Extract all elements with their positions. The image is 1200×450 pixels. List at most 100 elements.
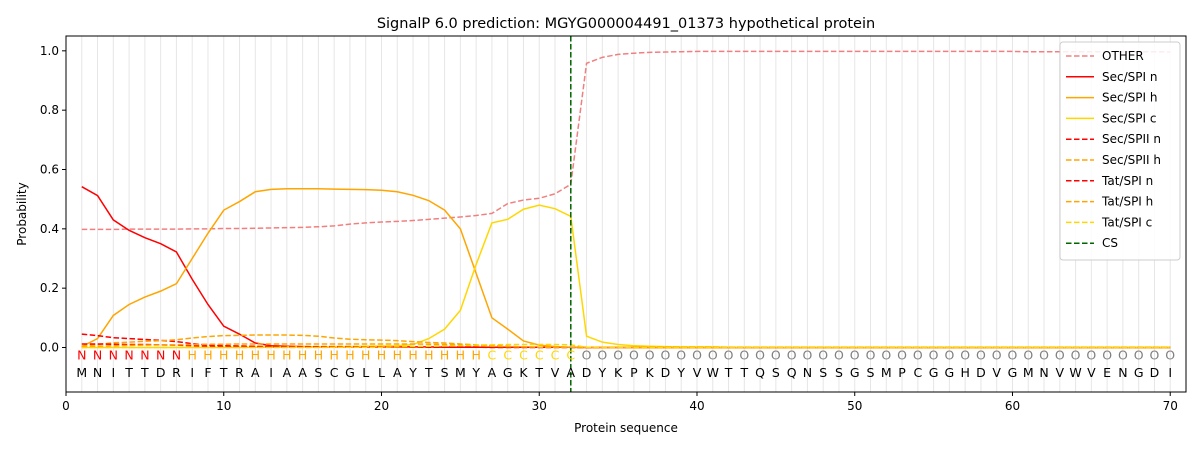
region-label: H [235, 347, 244, 362]
region-label: H [298, 347, 307, 362]
residue-label: S [772, 365, 780, 380]
region-label: O [661, 347, 671, 362]
region-label: O [897, 347, 907, 362]
x-tick-label: 0 [62, 399, 70, 413]
region-label: H [329, 347, 338, 362]
region-label: O [755, 347, 765, 362]
region-label: O [1150, 347, 1160, 362]
residue-label: Y [598, 365, 607, 380]
residue-label: G [1008, 365, 1018, 380]
residue-label: A [393, 365, 402, 380]
residue-label: H [960, 365, 969, 380]
region-label: H [251, 347, 260, 362]
residue-label: P [630, 365, 638, 380]
residue-label: G [345, 365, 355, 380]
y-tick-label: 0.6 [40, 163, 59, 177]
region-label: O [692, 347, 702, 362]
region-label: H [314, 347, 323, 362]
region-label: O [802, 347, 812, 362]
residue-label: N [1039, 365, 1048, 380]
region-label: O [1055, 347, 1065, 362]
region-label: O [913, 347, 923, 362]
x-axis-ticks: 0 10 20 30 40 50 60 70 [62, 392, 1178, 413]
residue-label: S [835, 365, 843, 380]
region-label: O [992, 347, 1002, 362]
y-axis-title: Probability [15, 182, 29, 245]
chart-title: SignalP 6.0 prediction: MGYG000004491_01… [377, 16, 875, 32]
residue-label: P [898, 365, 906, 380]
region-label: O [1086, 347, 1096, 362]
residue-label: K [519, 365, 528, 380]
residue-label: A [251, 365, 260, 380]
region-label: O [960, 347, 970, 362]
series-lines [81, 50, 1171, 349]
region-label: C [535, 347, 544, 362]
residue-label: S [314, 365, 322, 380]
residue-label: C [330, 365, 339, 380]
region-label: H [456, 347, 465, 362]
residue-label: Y [471, 365, 480, 380]
x-tick-label: 10 [216, 399, 231, 413]
region-label: O [1165, 347, 1175, 362]
region-label: H [440, 347, 449, 362]
residue-label: T [124, 365, 133, 380]
x-tick-label: 70 [1163, 399, 1178, 413]
residue-label: M [1023, 365, 1034, 380]
legend-label: OTHER [1102, 49, 1144, 63]
residue-label: V [551, 365, 560, 380]
residue-label: G [850, 365, 860, 380]
region-label: O [1023, 347, 1033, 362]
region-label: N [140, 347, 149, 362]
legend-box [1059, 41, 1181, 261]
residue-label: R [235, 365, 244, 380]
region-label: N [124, 347, 133, 362]
region-label: O [739, 347, 749, 362]
residue-label: N [803, 365, 812, 380]
region-label: H [377, 347, 386, 362]
region-label: H [393, 347, 402, 362]
y-tick-label: 0.0 [40, 341, 59, 355]
region-label: O [1039, 347, 1049, 362]
region-label: O [1102, 347, 1112, 362]
residue-label: Q [787, 365, 797, 380]
residue-label: V [1056, 365, 1065, 380]
region-label: O [850, 347, 860, 362]
region-label: O [676, 347, 686, 362]
residue-label: A [488, 365, 497, 380]
residue-label: L [378, 365, 385, 380]
residue-label: A [283, 365, 292, 380]
residue-label: S [819, 365, 827, 380]
region-label: O [976, 347, 986, 362]
residue-label: T [424, 365, 433, 380]
residue-label: I [111, 365, 115, 380]
series-line-other [81, 50, 1171, 231]
residue-label: R [172, 365, 181, 380]
region-label: O [834, 347, 844, 362]
residue-label: G [1134, 365, 1144, 380]
residue-label: D [976, 365, 986, 380]
residue-label: V [1087, 365, 1096, 380]
series-line-tat-spi-c [81, 343, 1171, 349]
legend-label: Tat/SPI h [1101, 195, 1153, 209]
region-label: O [866, 347, 876, 362]
y-tick-label: 1.0 [40, 44, 59, 58]
residue-label: C [913, 365, 922, 380]
region-label: C [566, 347, 575, 362]
residue-label: G [929, 365, 939, 380]
region-label: C [503, 347, 512, 362]
region-label: N [156, 347, 165, 362]
residue-label: D [661, 365, 671, 380]
legend-label: Tat/SPI c [1101, 215, 1152, 229]
region-label: N [172, 347, 181, 362]
x-tick-label: 40 [689, 399, 704, 413]
residue-label: L [362, 365, 369, 380]
grid-lines [81, 36, 1171, 392]
x-tick-label: 20 [374, 399, 389, 413]
region-label: H [219, 347, 228, 362]
legend-label: Tat/SPI n [1101, 174, 1153, 188]
residue-label: A [567, 365, 576, 380]
y-tick-label: 0.8 [40, 103, 59, 117]
residue-label: Y [408, 365, 417, 380]
residue-label: I [1168, 365, 1172, 380]
